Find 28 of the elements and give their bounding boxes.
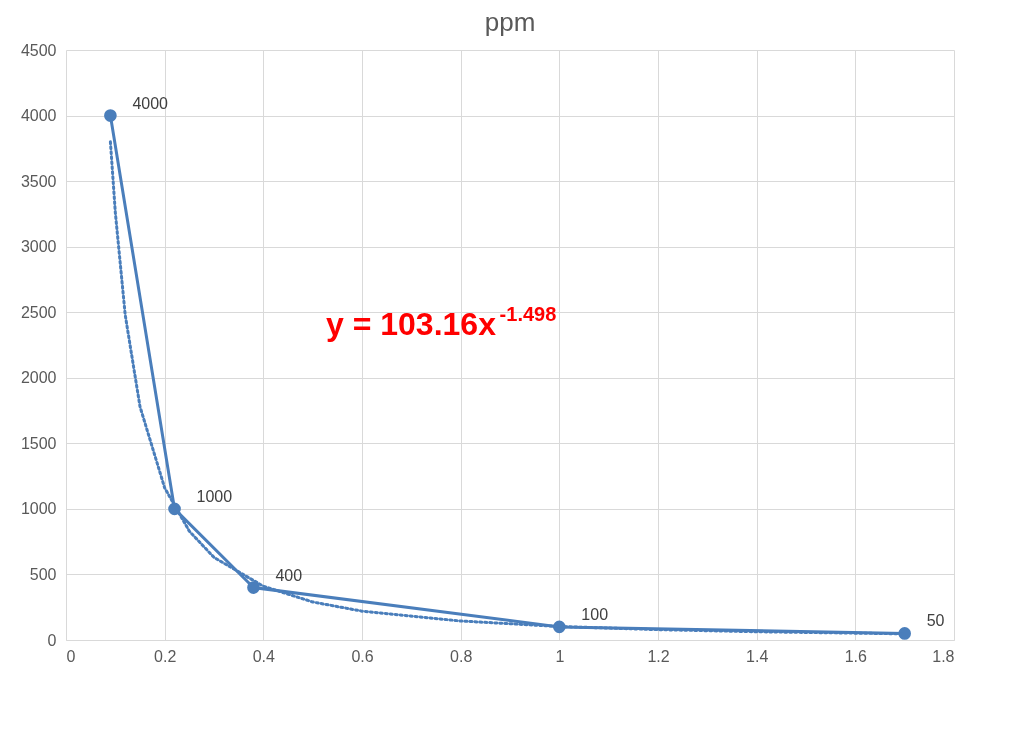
y-tick-label: 2500	[20, 303, 57, 321]
y-tick-label: 3000	[20, 238, 57, 256]
data-label: 4000	[132, 94, 169, 112]
point	[247, 581, 260, 594]
chart-title: ppm	[484, 7, 536, 37]
y-tick-label: 4500	[20, 41, 57, 59]
y-tick-label: 4000	[20, 107, 57, 125]
y-tick-label: 500	[29, 565, 57, 583]
data-label: 50	[926, 612, 945, 630]
y-tick-label: 2000	[20, 369, 57, 387]
x-tick-label: 0.6	[351, 647, 374, 665]
point	[104, 109, 117, 122]
x-tick-label: 0.2	[154, 647, 177, 665]
x-tick-label: 1.6	[844, 647, 868, 665]
data-label: 1000	[196, 487, 233, 505]
x-tick-label: 0	[66, 647, 76, 665]
y-tick-label: 1500	[20, 434, 57, 452]
x-tick-label: 0.8	[450, 647, 473, 665]
data-label: 400	[275, 566, 303, 584]
x-tick-label: 1.8	[932, 647, 955, 665]
y-tick-label: 1000	[20, 500, 57, 518]
y-tick-label: 3500	[20, 172, 57, 190]
y-tick-label: 0	[47, 631, 57, 649]
x-tick-label: 0.4	[252, 647, 276, 665]
x-tick-label: 1	[555, 647, 565, 665]
data-label: 100	[581, 605, 609, 623]
x-tick-label: 1.4	[746, 647, 769, 665]
x-tick-label: 1.2	[647, 647, 670, 665]
